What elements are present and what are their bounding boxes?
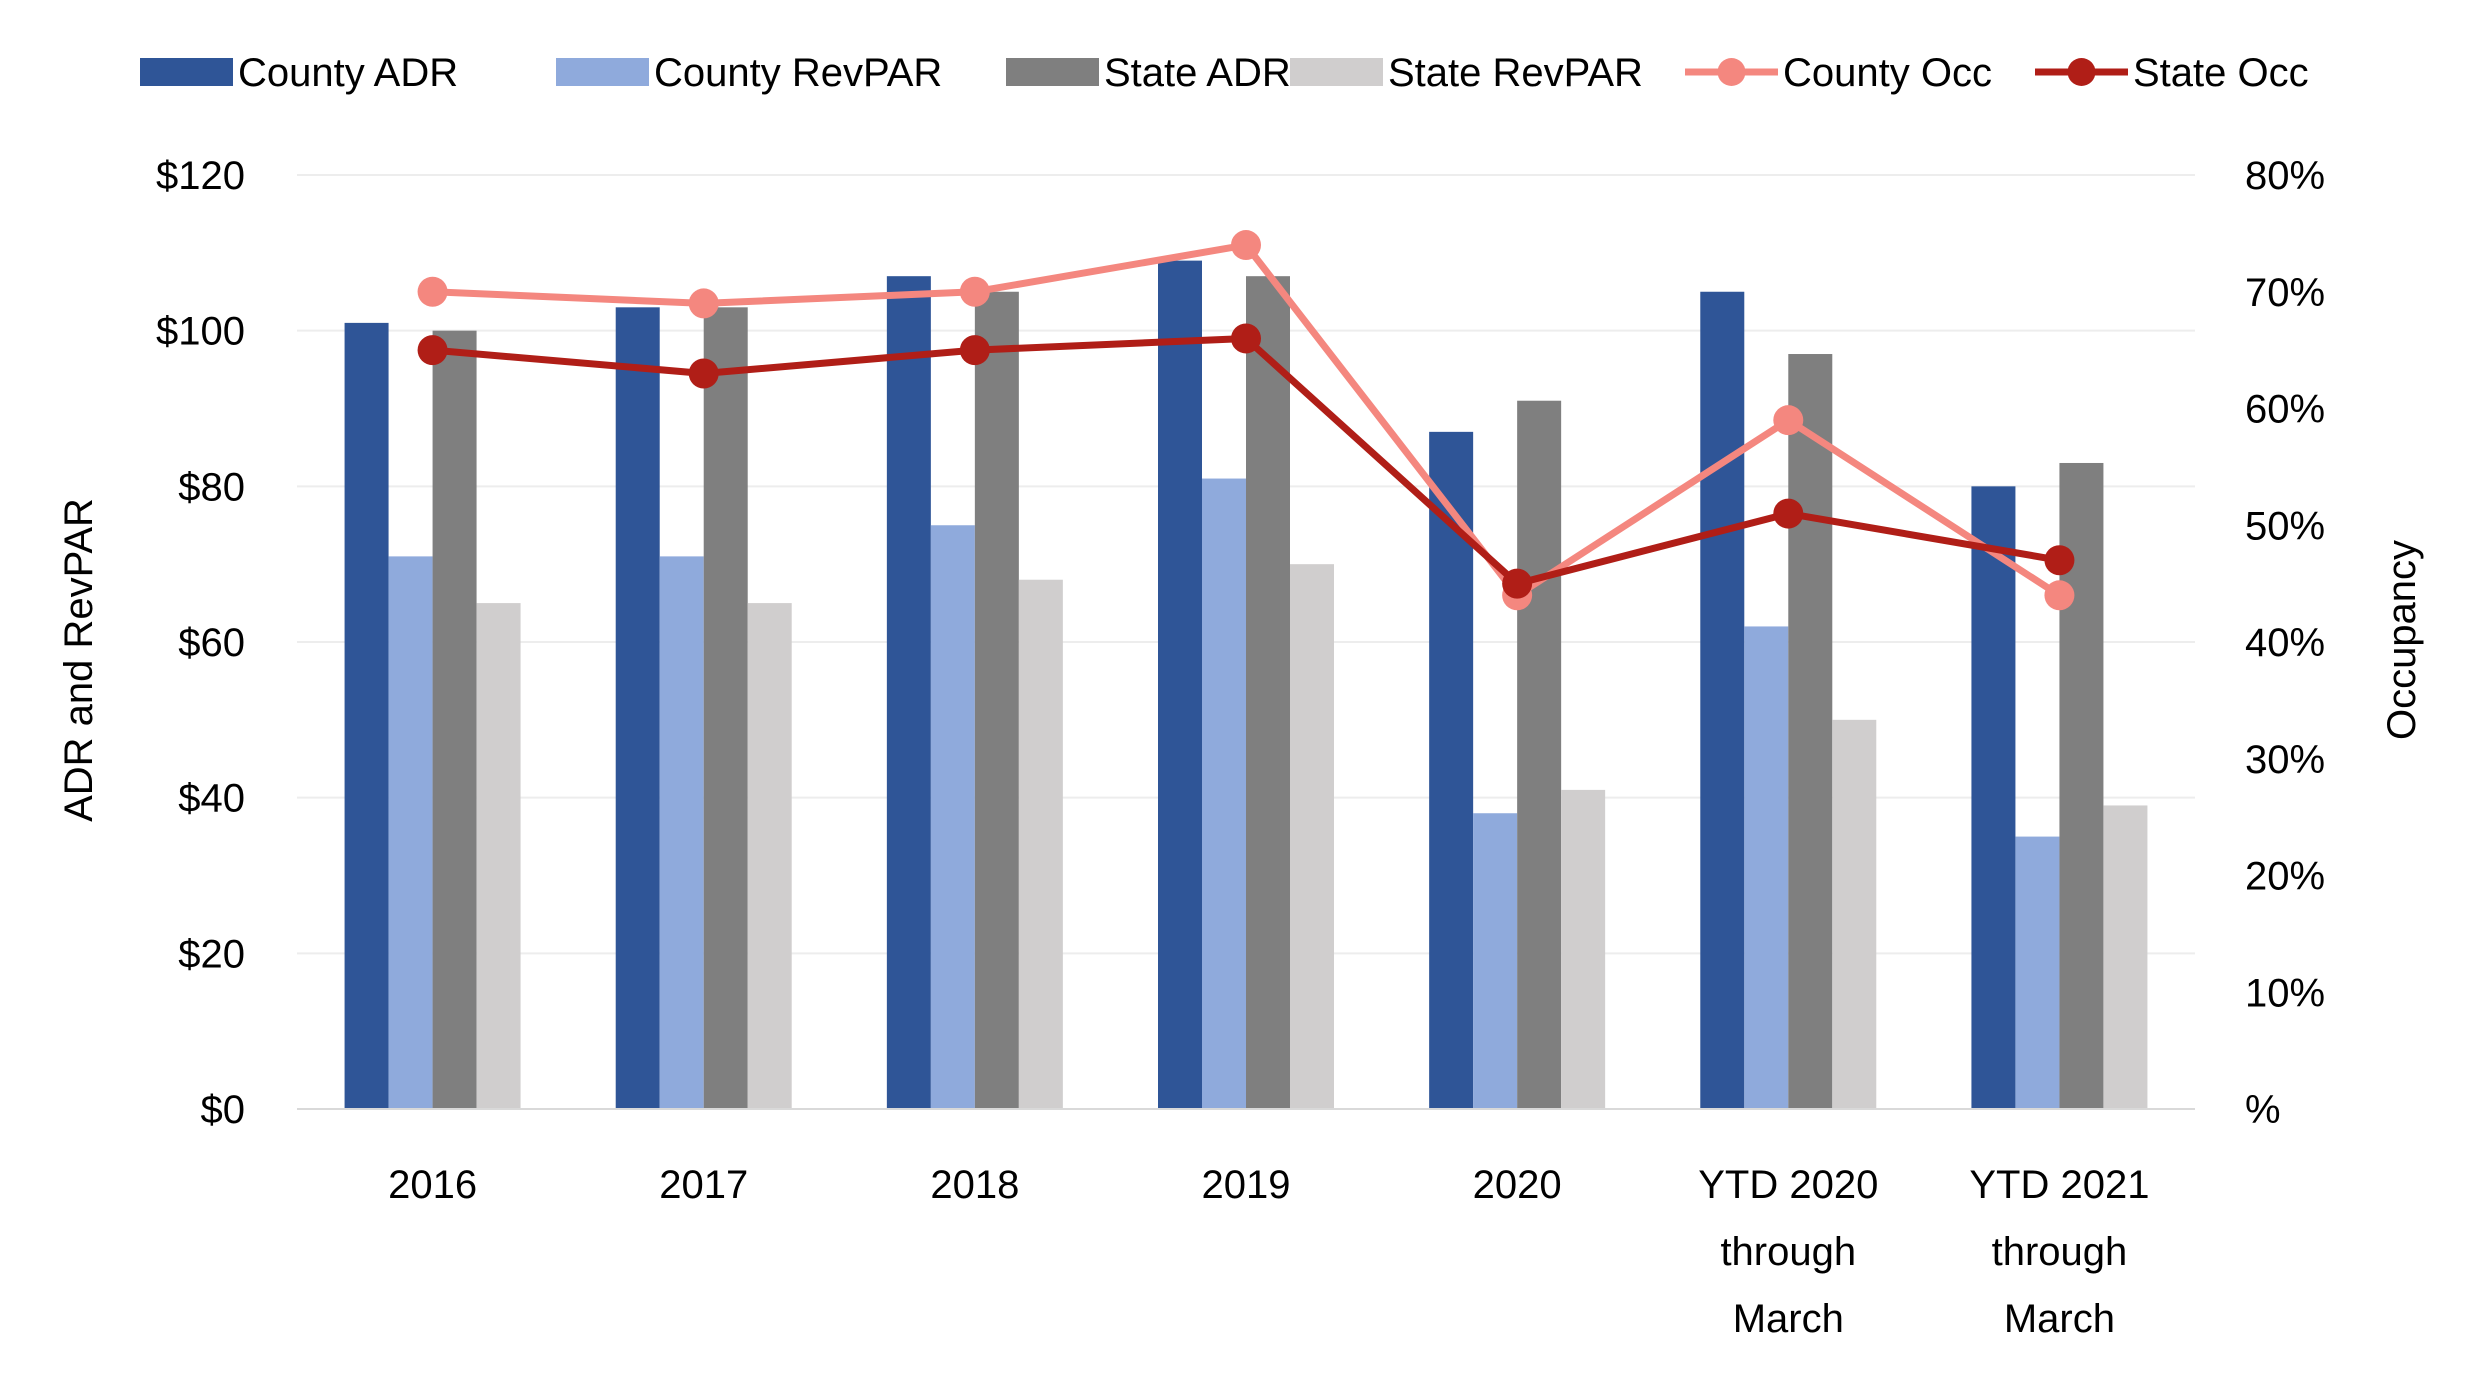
bar-county-adr xyxy=(1700,291,1745,1109)
point-state-occ xyxy=(1502,568,1533,599)
y-tick-label: $40 xyxy=(178,777,245,821)
x-tick-label: 2019 xyxy=(1202,1163,1291,1207)
y-tick-label: $60 xyxy=(178,621,245,665)
point-state-occ xyxy=(417,335,448,366)
bar-county-adr xyxy=(344,322,389,1110)
bar-state-revpar xyxy=(1832,719,1877,1109)
x-tick-label: through xyxy=(1720,1230,1856,1274)
legend-marker-state-occ xyxy=(2067,58,2096,86)
x-tick-label: through xyxy=(1992,1230,2128,1274)
bar-state-revpar xyxy=(1290,564,1334,1109)
left-axis-ticks: $0 $20 $40 $60 $80 $100 $120 xyxy=(156,154,245,1132)
y-tick-label: $100 xyxy=(156,310,245,354)
point-state-occ xyxy=(959,335,990,366)
point-county-occ xyxy=(1773,405,1804,436)
y-tick-label: $0 xyxy=(201,1088,246,1132)
bar-state-adr xyxy=(1246,276,1290,1109)
bar-county-adr xyxy=(1429,431,1474,1110)
point-state-occ xyxy=(688,358,719,389)
x-tick-label: YTD 2021 xyxy=(1969,1163,2149,1207)
legend-swatch-state-revpar xyxy=(1290,58,1383,86)
legend-swatch-county-revpar xyxy=(556,58,649,86)
x-tick-label: March xyxy=(2004,1297,2115,1341)
bar-county-revpar xyxy=(930,525,975,1109)
legend-label-state-adr: State ADR xyxy=(1104,51,1291,95)
y2-tick-label: 70% xyxy=(2245,271,2325,315)
bar-state-revpar xyxy=(2103,805,2148,1109)
y2-tick-label: 60% xyxy=(2245,388,2325,432)
x-tick-label: March xyxy=(1733,1297,1844,1341)
point-state-occ xyxy=(2044,545,2075,576)
legend-label-state-occ: State Occ xyxy=(2133,51,2309,95)
x-tick-label: 2017 xyxy=(659,1163,748,1207)
bar-state-revpar xyxy=(1018,579,1063,1109)
y2-tick-label: 40% xyxy=(2245,621,2325,665)
bars xyxy=(344,260,2148,1110)
y2-tick-label: 30% xyxy=(2245,738,2325,782)
point-state-occ xyxy=(1231,323,1261,354)
category-axis-ticks: 2016 2017 2018 2019 2020 YTD 2020 through March… xyxy=(388,1163,2149,1341)
point-county-occ xyxy=(688,288,719,319)
bar-state-adr xyxy=(974,291,1019,1109)
point-state-occ xyxy=(1773,498,1804,529)
legend-label-county-revpar: County RevPAR xyxy=(654,51,942,95)
bar-county-revpar xyxy=(2015,836,2060,1109)
occupancy-lines xyxy=(417,230,2075,611)
bar-county-revpar xyxy=(659,556,704,1109)
bar-state-revpar xyxy=(747,603,792,1109)
bar-county-revpar xyxy=(388,556,433,1109)
y-tick-label: $20 xyxy=(178,932,245,976)
legend-marker-county-occ xyxy=(1717,58,1746,86)
y-tick-label: $120 xyxy=(156,154,245,198)
bar-state-adr xyxy=(1788,354,1833,1109)
bar-state-revpar xyxy=(1561,789,1606,1109)
bar-county-adr xyxy=(615,307,660,1110)
legend-label-state-revpar: State RevPAR xyxy=(1388,51,1643,95)
bar-state-revpar xyxy=(476,603,521,1109)
point-county-occ xyxy=(959,276,990,307)
y2-tick-label: 80% xyxy=(2245,154,2325,198)
bar-state-adr xyxy=(432,330,477,1110)
bar-county-adr xyxy=(1158,260,1202,1109)
point-county-occ xyxy=(2044,580,2075,611)
y2-tick-label: 50% xyxy=(2245,504,2325,548)
bar-county-revpar xyxy=(1744,626,1789,1109)
x-tick-label: YTD 2020 xyxy=(1698,1163,1878,1207)
bar-county-revpar xyxy=(1473,813,1518,1109)
bar-county-adr xyxy=(1971,486,2016,1109)
legend: County ADR County RevPAR State ADR State Re… xyxy=(140,51,2309,95)
y-tick-label: $80 xyxy=(178,465,245,509)
x-tick-label: 2020 xyxy=(1473,1163,1562,1207)
left-axis-title: ADR and RevPAR xyxy=(57,498,101,822)
bar-state-adr xyxy=(1517,400,1562,1109)
point-county-occ xyxy=(1231,230,1261,261)
y2-tick-label: 20% xyxy=(2245,855,2325,899)
bar-county-adr xyxy=(886,276,931,1109)
legend-label-county-occ: County Occ xyxy=(1783,51,1992,95)
y2-tick-label: 10% xyxy=(2245,971,2325,1015)
x-tick-label: 2016 xyxy=(388,1163,477,1207)
y2-tick-label: % xyxy=(2245,1088,2281,1132)
bar-state-adr xyxy=(703,307,748,1110)
bar-county-revpar xyxy=(1202,478,1246,1109)
right-axis-title: Occupancy xyxy=(2380,540,2424,740)
legend-swatch-state-adr xyxy=(1006,58,1099,86)
legend-label-county-adr: County ADR xyxy=(238,51,458,95)
point-county-occ xyxy=(417,276,448,307)
legend-swatch-county-adr xyxy=(140,58,233,86)
x-tick-label: 2018 xyxy=(930,1163,1019,1207)
right-axis-ticks: % 10% 20% 30% 40% 50% 60% 70% 80% xyxy=(2245,154,2325,1132)
